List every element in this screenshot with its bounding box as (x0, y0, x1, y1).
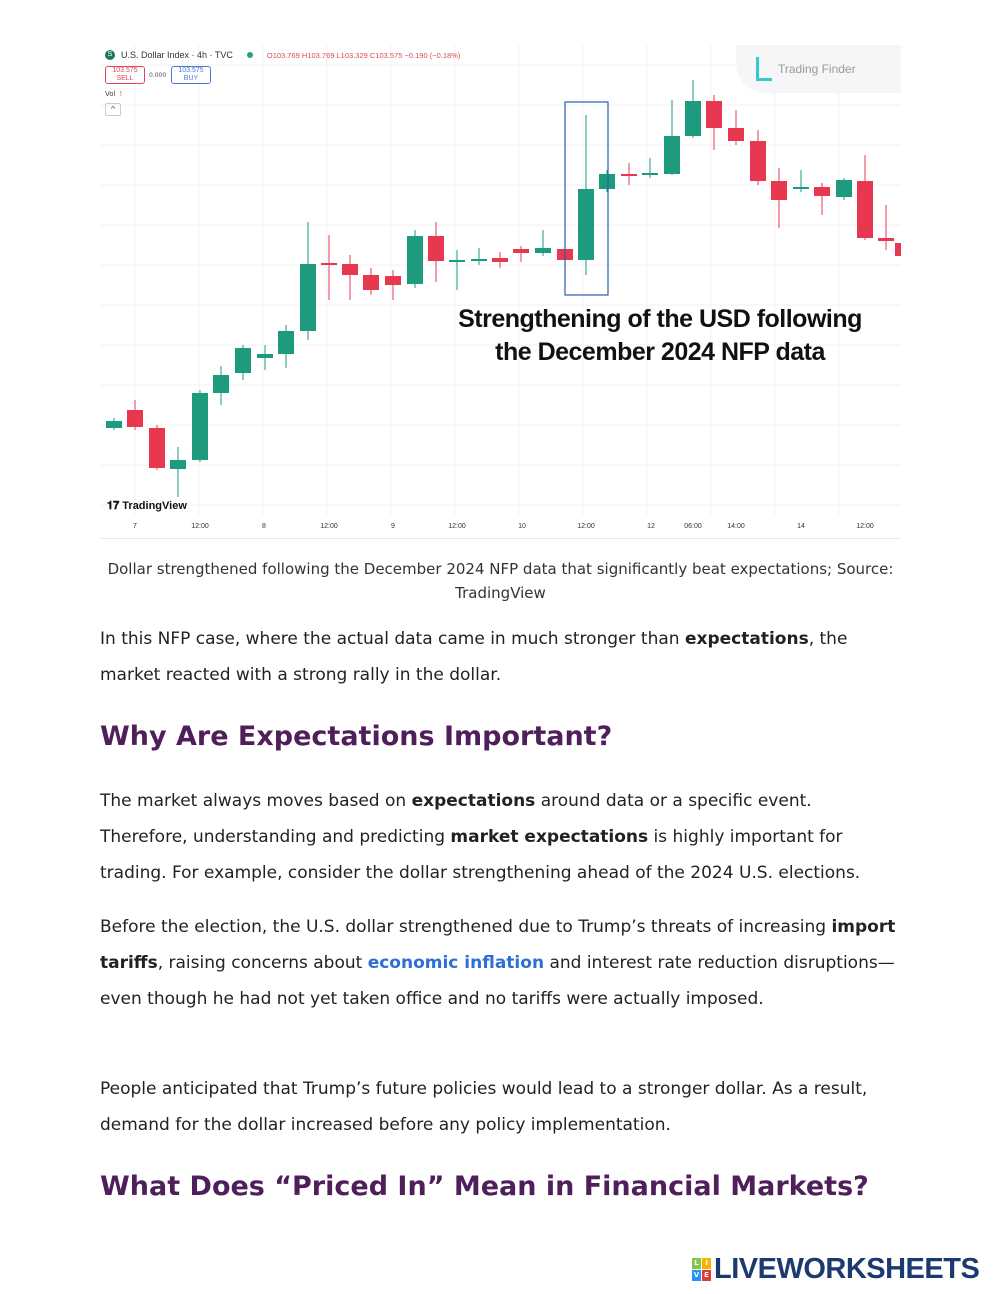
candle-up (578, 189, 594, 260)
candle-down (342, 264, 358, 275)
candle-down (706, 101, 722, 128)
x-axis-label: 7 (133, 523, 137, 530)
candle-down (750, 141, 766, 181)
sell-price: 103.575 (112, 67, 138, 74)
buy-price: 103.575 (178, 67, 204, 74)
sell-button[interactable]: 103.575 SELL (105, 66, 145, 84)
candle-up (793, 187, 809, 189)
candle-up (642, 173, 658, 175)
candle-up (599, 174, 615, 189)
candle-up (235, 348, 251, 373)
candle-down (857, 181, 873, 238)
candle-down (895, 243, 901, 256)
candle-down (363, 275, 379, 290)
symbol-icon: S (105, 50, 115, 60)
paragraph-4: People anticipated that Trump’s future p… (100, 1079, 868, 1135)
vol-label: Vol (105, 90, 116, 98)
candle-down (149, 428, 165, 468)
x-axis-label: 14:00 (727, 523, 745, 530)
price-chart-image: S U.S. Dollar Index · 4h · TVC O103.769 … (100, 45, 901, 539)
image-caption: Dollar strengthened following the Decemb… (107, 560, 894, 602)
x-axis-label: 12:00 (320, 523, 338, 530)
candle-down (814, 187, 830, 196)
candle-up (535, 248, 551, 253)
candle-down (492, 258, 508, 262)
ohlc-readout: O103.769 H103.769 L103.329 C103.575 −0.1… (266, 50, 461, 60)
symbol-title: U.S. Dollar Index · 4h · TVC (121, 50, 233, 60)
candle-up (471, 259, 487, 261)
sell-label: SELL (116, 75, 134, 82)
collapse-button[interactable]: ^ (105, 103, 121, 116)
candle-up (278, 331, 294, 354)
heading-priced-in: What Does “Priced In” Mean in Financial … (100, 1171, 869, 1202)
x-axis-label: 12:00 (448, 523, 466, 530)
economic-inflation-link[interactable]: economic inflation (367, 953, 545, 973)
candle-down (385, 276, 401, 285)
candle-down (728, 128, 744, 141)
x-axis-label: 12 (647, 523, 655, 530)
paragraph-3: Before the election, the U.S. dollar str… (100, 917, 896, 1009)
spread: 0.000 (149, 72, 167, 79)
candle-up (836, 180, 852, 197)
volume-indicator: Vol! (105, 90, 122, 98)
paragraph-2: The market always moves based on expecta… (100, 791, 861, 883)
candle-down (513, 249, 529, 253)
annotation-line-2: the December 2024 NFP data (495, 338, 825, 366)
market-status-icon (246, 52, 253, 58)
candle-up (106, 421, 122, 428)
candle-down (878, 238, 894, 241)
candle-up (170, 460, 186, 469)
trading-finder-logo-icon (756, 57, 772, 81)
tradingview-logo: 𝟏𝟕 TradingView (107, 500, 187, 512)
candle-down (771, 181, 787, 200)
candle-down (621, 174, 637, 176)
trading-finder-watermark: Trading Finder (736, 45, 901, 93)
x-axis-label: 12:00 (856, 523, 874, 530)
candle-up (407, 236, 423, 284)
candle-down (321, 263, 337, 265)
alert-icon: ! (119, 90, 123, 98)
nfp-highlight-box (564, 101, 609, 296)
candlestick-chart (100, 45, 901, 515)
chart-header: S U.S. Dollar Index · 4h · TVC O103.769 … (105, 50, 460, 60)
buy-label: BUY (183, 75, 199, 82)
candle-down (127, 410, 143, 427)
candle-up (192, 393, 208, 460)
candle-up (685, 101, 701, 136)
candle-down (428, 236, 444, 261)
candle-up (664, 136, 680, 174)
candle-up (449, 260, 465, 262)
candle-up (257, 354, 273, 358)
x-axis-label: 06:00 (684, 523, 702, 530)
x-axis-label: 8 (262, 523, 266, 530)
paragraph-1: In this NFP case, where the actual data … (100, 629, 848, 685)
heading-expectations: Why Are Expectations Important? (100, 721, 613, 752)
x-axis-label: 10 (518, 523, 526, 530)
logo-text: LIVEWORKSHEETS (714, 1253, 980, 1285)
candle-up (213, 375, 229, 393)
candle-up (300, 264, 316, 331)
watermark-text: Trading Finder (778, 62, 856, 76)
annotation-line-1: Strengthening of the USD following (458, 305, 862, 333)
x-axis-label: 9 (391, 523, 395, 530)
buy-button[interactable]: 103.575 BUY (171, 66, 211, 84)
chart-annotation: Strengthening of the USD following the De… (430, 303, 890, 369)
x-axis-label: 14 (797, 523, 805, 530)
x-axis-label: 12:00 (191, 523, 209, 530)
x-axis-label: 12:00 (577, 523, 595, 530)
